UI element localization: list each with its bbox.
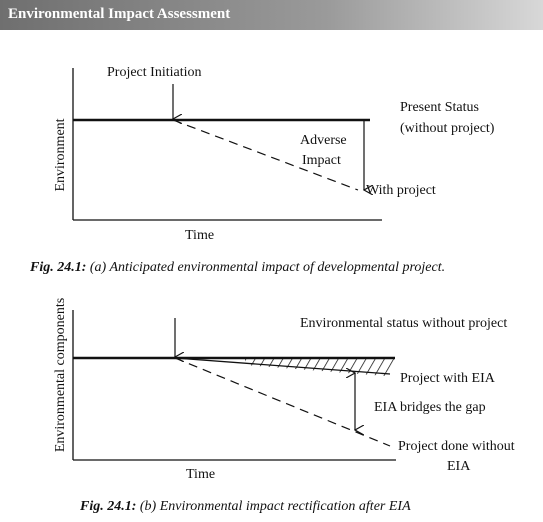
label: EIA bridges the gap <box>374 400 486 415</box>
header-title: Environmental Impact Assessment <box>8 6 231 22</box>
label: EIA <box>447 459 471 474</box>
caption-number: Fig. 24.1: <box>80 499 137 514</box>
label: Adverse <box>300 133 347 148</box>
dashed-line <box>174 357 391 447</box>
figure-a: Project Initiation Present Status (witho… <box>53 65 495 243</box>
dashed-line <box>172 119 359 191</box>
y-axis-label: Environment <box>53 118 68 191</box>
label: Environmental status without project <box>300 316 507 331</box>
label: (without project) <box>400 121 495 136</box>
caption: Fig. 24.1: (a) Anticipated environmental… <box>30 260 445 276</box>
label: Impact <box>302 153 341 168</box>
header-bar: Environmental Impact Assessment <box>0 0 543 30</box>
x-axis-label: Time <box>186 467 215 482</box>
label: Project done without <box>398 439 515 454</box>
caption: Fig. 24.1: (b) Environmental impact rect… <box>80 499 411 515</box>
label: Project Initiation <box>107 65 201 80</box>
label: Present Status <box>400 100 479 115</box>
x-axis-label: Time <box>185 228 214 243</box>
label: Project with EIA <box>400 371 496 386</box>
label: With project <box>366 183 436 198</box>
y-axis-label: Environmental components <box>53 298 68 452</box>
figure-b: Environmental status without project Pro… <box>53 298 515 482</box>
caption-text: (a) Anticipated environmental impact of … <box>89 260 446 275</box>
caption-number: Fig. 24.1: <box>30 260 87 275</box>
caption-text: (b) Environmental impact rectification a… <box>139 499 411 514</box>
